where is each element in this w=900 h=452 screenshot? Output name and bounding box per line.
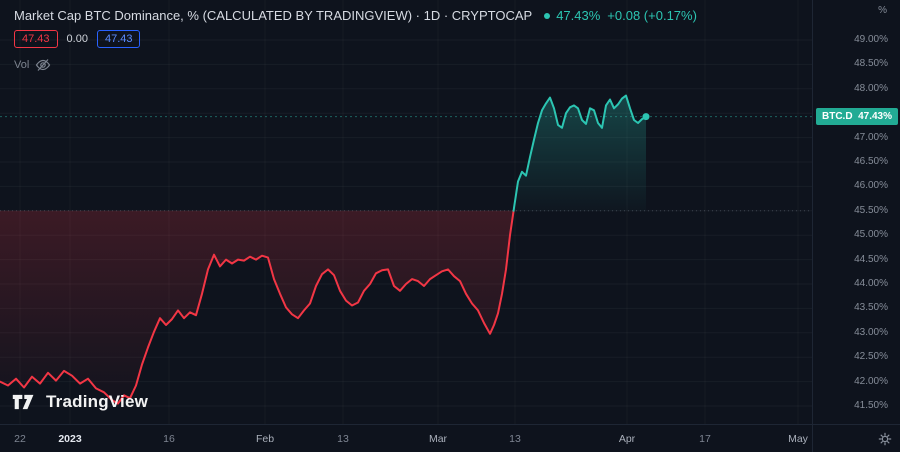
- eye-off-icon[interactable]: [35, 57, 51, 73]
- gear-icon[interactable]: [878, 432, 892, 446]
- price-axis-label: 42.00%: [854, 375, 888, 387]
- tradingview-watermark[interactable]: TradingView: [12, 392, 148, 412]
- last-price-badge: BTC.D 47.43%: [816, 108, 898, 126]
- chart-title[interactable]: Market Cap BTC Dominance, % (CALCULATED …: [14, 8, 533, 23]
- tradingview-brand-text: TradingView: [46, 392, 149, 411]
- price-axis-label: 43.00%: [854, 326, 888, 338]
- last-price-value: 47.43%: [556, 8, 601, 23]
- badge-value: 47.43%: [858, 111, 892, 123]
- legend-values-row: 47.43 0.00 47.43: [14, 30, 704, 48]
- time-axis-label[interactable]: 13: [337, 433, 349, 445]
- value-box-red[interactable]: 47.43: [14, 30, 58, 48]
- value-box-blue[interactable]: 47.43: [96, 30, 141, 48]
- price-axis-label: 49.00%: [854, 34, 888, 45]
- price-axis[interactable]: % 49.00%48.50%48.00%47.50%47.00%46.50%46…: [812, 0, 900, 424]
- time-axis-label[interactable]: May: [788, 433, 808, 445]
- chart-legend: Market Cap BTC Dominance, % (CALCULATED …: [14, 8, 704, 73]
- time-axis[interactable]: 22 2023 16 Feb 13 Mar 13 Apr 17 May: [0, 424, 812, 452]
- price-axis-label: 42.50%: [854, 351, 888, 363]
- value-mid: 0.00: [66, 33, 88, 45]
- volume-legend-row: Vol: [14, 57, 704, 73]
- price-axis-label: 44.50%: [854, 253, 888, 265]
- time-axis-label[interactable]: 13: [509, 433, 521, 445]
- price-axis-label: 45.00%: [854, 229, 888, 241]
- time-axis-label[interactable]: 16: [163, 433, 175, 445]
- time-axis-label[interactable]: Mar: [428, 433, 448, 445]
- price-axis-label: 48.00%: [854, 82, 888, 94]
- volume-label[interactable]: Vol: [14, 59, 30, 71]
- price-axis-label: 46.00%: [854, 180, 888, 192]
- time-axis-label[interactable]: 17: [699, 433, 711, 445]
- chart-plot-area[interactable]: Market Cap BTC Dominance, % (CALCULATED …: [0, 0, 812, 424]
- tradingview-logo-icon: [12, 394, 34, 410]
- price-axis-label: 48.50%: [854, 58, 888, 70]
- time-axis-label[interactable]: 22: [14, 433, 26, 445]
- price-change: +0.08 (+0.17%): [607, 8, 697, 23]
- price-axis-unit: %: [878, 5, 887, 16]
- price-axis-label: 45.50%: [854, 204, 888, 216]
- price-axis-label: 41.50%: [854, 400, 888, 411]
- chart-canvas[interactable]: [0, 0, 812, 424]
- price-axis-label: 44.00%: [854, 278, 888, 289]
- price-axis-label: 47.00%: [854, 131, 888, 143]
- time-axis-label[interactable]: Apr: [618, 433, 636, 445]
- price-axis-label: 43.50%: [854, 302, 888, 314]
- live-dot-icon: [544, 12, 551, 19]
- time-axis-label[interactable]: Feb: [255, 433, 275, 445]
- legend-title-row: Market Cap BTC Dominance, % (CALCULATED …: [14, 8, 704, 23]
- price-axis-label: 46.50%: [854, 156, 888, 167]
- time-axis-label[interactable]: 2023: [58, 433, 82, 445]
- badge-symbol: BTC.D: [822, 111, 853, 123]
- axis-corner: [812, 424, 900, 452]
